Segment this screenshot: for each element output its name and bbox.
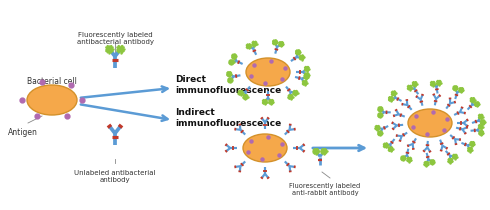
Text: Fluorescently labeled
antibacterial antibody: Fluorescently labeled antibacterial anti… <box>76 32 153 45</box>
Ellipse shape <box>246 58 290 86</box>
Ellipse shape <box>27 85 77 115</box>
Ellipse shape <box>243 134 287 162</box>
Text: Unlabeled antibacterial
antibody: Unlabeled antibacterial antibody <box>74 170 156 183</box>
Text: Direct
immunofluorescence: Direct immunofluorescence <box>175 75 281 95</box>
Text: Bacterial cell: Bacterial cell <box>27 77 77 86</box>
Text: Antigen: Antigen <box>8 128 38 137</box>
Text: Indirect
immunofluorescence: Indirect immunofluorescence <box>175 108 281 128</box>
Ellipse shape <box>408 109 452 137</box>
Text: Fluorescently labeled
anti-rabbit antibody: Fluorescently labeled anti-rabbit antibo… <box>290 183 361 196</box>
